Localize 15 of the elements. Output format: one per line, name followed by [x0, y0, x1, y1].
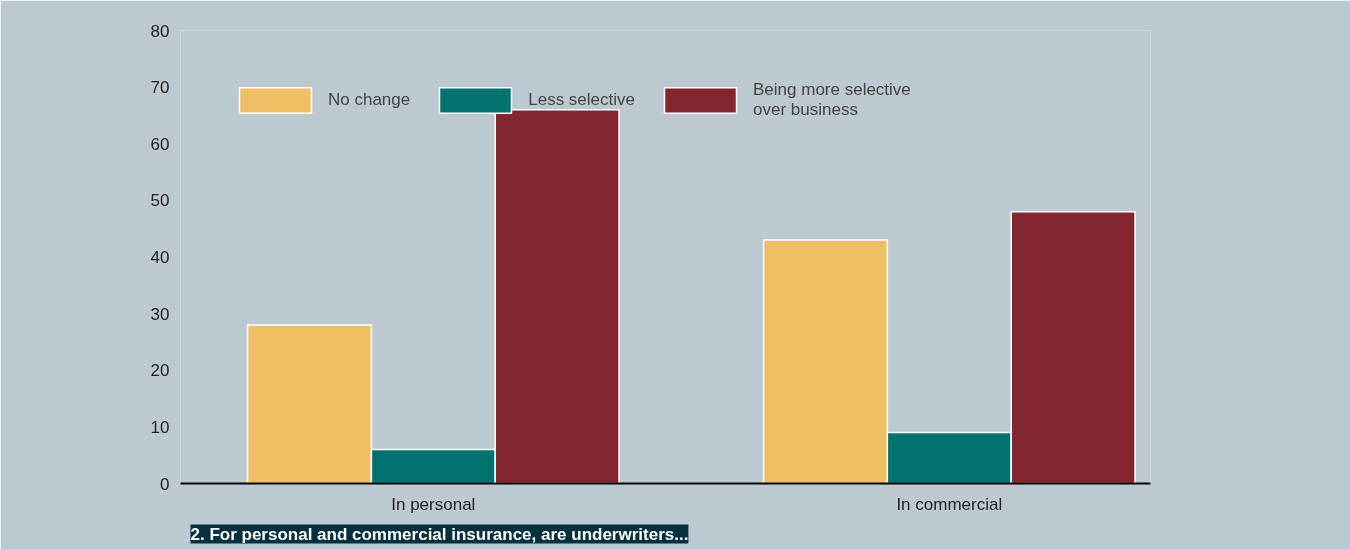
legend-label: Being more selective over business — [753, 80, 911, 120]
legend-label: Less selective — [528, 90, 636, 110]
legend-label: No change — [328, 90, 411, 110]
text: 2. For personal and commercial insurance, are underwriters... — [190, 524, 689, 544]
y-tick-label: 80 — [150, 21, 170, 41]
y-tick-label: 70 — [150, 78, 170, 98]
y-tick-label: 40 — [150, 248, 170, 267]
y-tick-label: 0 — [160, 474, 170, 494]
y-tick-label: 20 — [150, 361, 170, 381]
x-tick-label: In personal — [391, 494, 476, 514]
y-tick-label: 30 — [150, 304, 170, 324]
y-tick-label: 50 — [150, 191, 170, 211]
x-tick-label: In commercial — [896, 494, 1003, 514]
y-tick-label: 10 — [150, 417, 170, 437]
y-tick-label: 60 — [150, 134, 170, 154]
